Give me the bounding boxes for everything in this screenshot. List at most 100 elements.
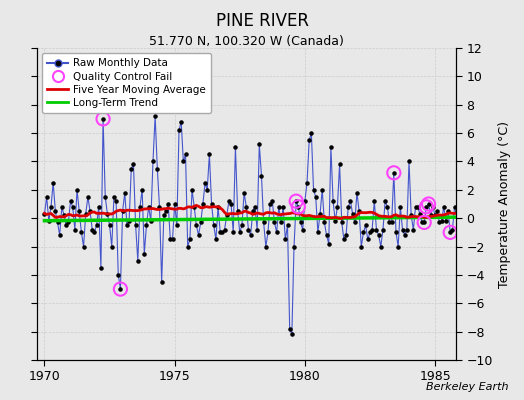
Point: [275, 204, 283, 210]
Point: [203, 187, 211, 193]
Point: [286, 326, 294, 332]
Point: [112, 198, 121, 204]
Point: [398, 226, 407, 233]
Point: [411, 204, 420, 210]
Point: [97, 265, 105, 271]
Point: [88, 226, 96, 233]
Point: [385, 219, 394, 226]
Point: [418, 219, 426, 226]
Point: [431, 212, 439, 218]
Point: [322, 232, 331, 238]
Point: [390, 170, 398, 176]
Point: [448, 226, 456, 233]
Point: [212, 236, 220, 243]
Point: [402, 226, 411, 233]
Point: [337, 219, 346, 226]
Point: [160, 212, 168, 218]
Point: [288, 331, 296, 338]
Point: [240, 190, 248, 196]
Point: [129, 161, 138, 168]
Point: [105, 222, 114, 228]
Point: [45, 218, 53, 224]
Point: [185, 236, 194, 243]
Point: [166, 236, 174, 243]
Point: [387, 219, 396, 226]
Point: [305, 137, 313, 143]
Point: [127, 165, 136, 172]
Point: [424, 201, 433, 207]
Point: [290, 243, 298, 250]
Point: [268, 198, 277, 204]
Point: [94, 204, 103, 210]
Point: [121, 190, 129, 196]
Point: [392, 229, 400, 236]
Point: [140, 250, 148, 257]
Point: [344, 204, 353, 210]
Point: [147, 218, 155, 224]
Point: [335, 161, 344, 168]
Point: [272, 229, 281, 236]
Point: [99, 116, 107, 122]
Point: [196, 219, 205, 226]
Point: [312, 194, 320, 200]
Point: [309, 187, 318, 193]
Point: [351, 219, 359, 226]
Point: [279, 204, 287, 210]
Point: [318, 187, 326, 193]
Point: [370, 198, 378, 204]
Point: [233, 208, 242, 214]
Point: [67, 198, 75, 204]
Point: [346, 198, 355, 204]
Point: [413, 204, 422, 210]
Point: [116, 286, 125, 292]
Point: [71, 226, 79, 233]
Point: [342, 232, 350, 238]
Point: [326, 144, 335, 150]
Point: [229, 229, 237, 236]
Point: [329, 198, 337, 204]
Point: [409, 226, 418, 233]
Point: [103, 211, 112, 217]
Point: [353, 190, 361, 196]
Point: [292, 198, 300, 204]
Point: [145, 204, 153, 210]
Point: [400, 232, 409, 238]
Point: [435, 219, 444, 226]
Point: [177, 118, 185, 125]
Point: [455, 144, 463, 150]
Point: [238, 222, 246, 228]
Point: [255, 141, 264, 148]
Point: [427, 212, 435, 218]
Point: [368, 226, 376, 233]
Point: [442, 218, 450, 224]
Point: [221, 226, 229, 233]
Point: [183, 243, 192, 250]
Point: [62, 222, 70, 228]
Point: [444, 208, 452, 214]
Point: [136, 204, 144, 210]
Point: [205, 151, 214, 158]
Point: [292, 198, 300, 204]
Point: [320, 219, 329, 226]
Point: [357, 243, 365, 250]
Point: [118, 208, 127, 214]
Point: [132, 222, 140, 228]
Point: [297, 219, 305, 226]
Point: [56, 232, 64, 238]
Point: [92, 222, 101, 228]
Point: [84, 194, 92, 200]
Point: [53, 219, 62, 226]
Point: [440, 204, 448, 210]
Point: [307, 130, 315, 136]
Point: [227, 201, 235, 207]
Point: [366, 229, 374, 236]
Point: [446, 229, 454, 236]
Point: [257, 172, 266, 179]
Point: [264, 229, 272, 236]
Point: [51, 208, 60, 214]
Point: [294, 204, 302, 210]
Point: [138, 187, 146, 193]
Point: [359, 229, 368, 236]
Point: [168, 236, 177, 243]
Point: [110, 194, 118, 200]
